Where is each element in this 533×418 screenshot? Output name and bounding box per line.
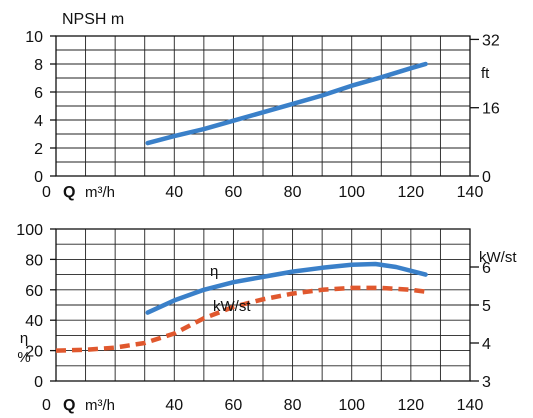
- y-left-tick-label: 0: [34, 169, 43, 186]
- y-left-tick-label: 0: [34, 374, 43, 391]
- npsh-curve: [145, 61, 428, 146]
- y-left-tick-label: 20: [25, 344, 43, 361]
- x-axis-unit: m³/h: [85, 184, 115, 201]
- x-axis-unit: m³/h: [85, 397, 115, 414]
- y-right-tick-label: 3: [482, 374, 491, 391]
- x-tick-label: 100: [338, 397, 365, 414]
- x-tick-label: 120: [398, 397, 425, 414]
- y-left-tick-label: 60: [25, 283, 43, 300]
- y-left-label-eta: η: [20, 330, 28, 347]
- y-left-tick-label: 10: [25, 29, 43, 46]
- x-tick-label: 40: [165, 184, 183, 201]
- y-left-tick-label: 80: [25, 252, 43, 269]
- y-left-tick-label: 100: [16, 222, 43, 239]
- x-tick-label: 0: [42, 397, 51, 414]
- x-tick-label: 140: [457, 397, 484, 414]
- grid: [56, 229, 470, 381]
- x-axis-symbol: Q: [63, 397, 75, 414]
- x-tick-label: 120: [398, 184, 425, 201]
- y-left-tick-label: 8: [34, 57, 43, 74]
- x-tick-label: 140: [457, 184, 484, 201]
- grid: [56, 36, 470, 176]
- y-right-tick-label: 6: [482, 260, 491, 277]
- y-left-tick-label: 4: [34, 113, 43, 130]
- x-axis-symbol: Q: [63, 184, 75, 201]
- y-right-tick-label: 0: [482, 169, 491, 186]
- y-right-tick-label: 32: [482, 32, 500, 49]
- x-tick-label: 80: [284, 397, 302, 414]
- y-left-tick-label: 6: [34, 85, 43, 102]
- power-curve-label: kW/st: [213, 298, 251, 315]
- plot-frame: [55, 35, 471, 177]
- efficiency-curve-label: η: [210, 263, 218, 280]
- x-tick-label: 100: [338, 184, 365, 201]
- x-tick-label: 60: [225, 397, 243, 414]
- y-right-unit-ft: ft: [481, 65, 490, 82]
- y-left-tick-label: 2: [34, 141, 43, 158]
- x-tick-label: 0: [42, 184, 51, 201]
- npsh-chart-title: NPSH m: [62, 11, 124, 28]
- x-tick-label: 40: [165, 397, 183, 414]
- y-right-tick-label: 5: [482, 298, 491, 315]
- power-curve: [55, 285, 426, 353]
- y-left-tick-label: 40: [25, 313, 43, 330]
- y-right-tick-label: 16: [482, 101, 500, 118]
- efficiency-curve: [145, 261, 428, 315]
- x-tick-label: 60: [225, 184, 243, 201]
- x-tick-label: 80: [284, 184, 302, 201]
- y-right-tick-label: 4: [482, 336, 491, 353]
- y-left-label-percent: %: [17, 349, 30, 366]
- y-right-unit-kwst: kW/st: [479, 249, 517, 266]
